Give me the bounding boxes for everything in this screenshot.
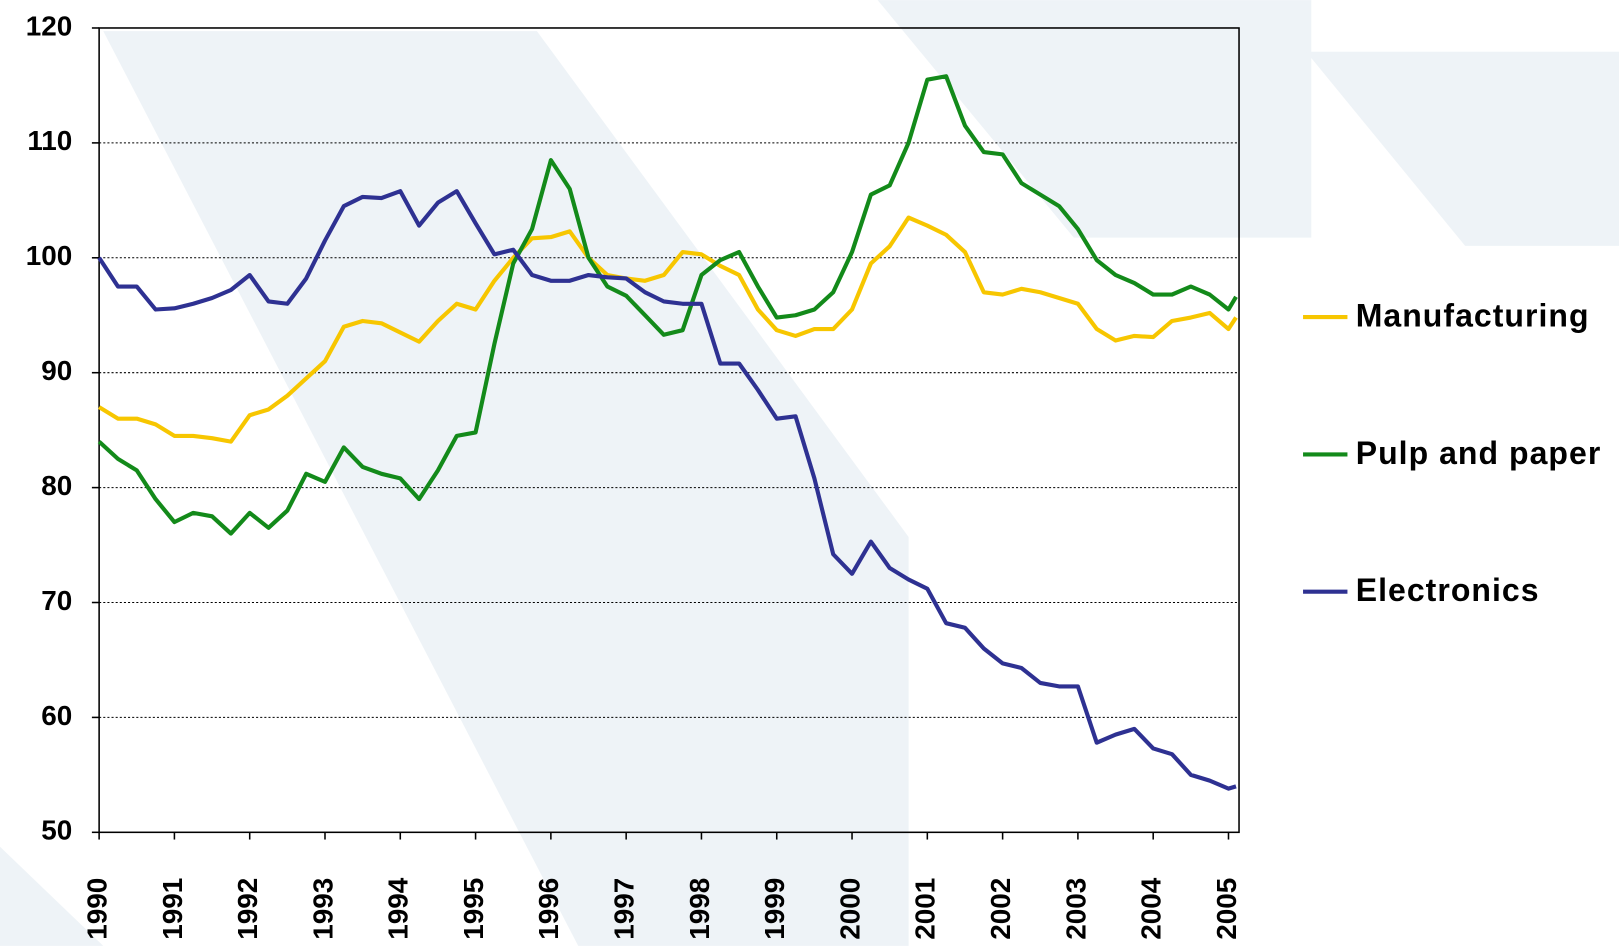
y-tick-label: 110	[27, 125, 72, 156]
x-tick-label: 1991	[157, 878, 188, 940]
y-tick-label: 60	[41, 700, 72, 731]
x-tick-label: 1994	[383, 877, 414, 939]
series-line	[98, 215, 1238, 444]
x-tick-label: 1990	[81, 878, 112, 940]
legend-label: Pulp and paper	[1356, 435, 1602, 471]
x-tick-label: 1995	[458, 878, 489, 940]
x-tick-label: 1996	[533, 878, 564, 940]
x-tick-label: 2004	[1136, 877, 1167, 939]
x-tick-label: 2001	[910, 878, 941, 940]
y-tick-label: 50	[41, 815, 72, 846]
y-tick-label: 120	[26, 10, 72, 41]
x-tick-label: 2000	[834, 878, 865, 940]
y-tick-label: 100	[26, 240, 72, 271]
x-tick-label: 2003	[1060, 878, 1091, 940]
y-tick-label: 90	[41, 355, 72, 386]
legend-label: Electronics	[1356, 572, 1540, 608]
y-tick-label: 70	[41, 585, 72, 616]
series-line	[97, 189, 1237, 791]
x-tick-label: 1998	[684, 878, 715, 940]
x-tick-label: 2002	[985, 878, 1016, 940]
y-tick-label: 80	[41, 470, 72, 501]
legend-label: Manufacturing	[1356, 298, 1590, 334]
x-tick-label: 1999	[759, 878, 790, 940]
x-tick-label: 1997	[609, 878, 640, 940]
x-tick-label: 1992	[232, 878, 263, 940]
plot-area	[98, 27, 1240, 834]
x-tick-label: 1993	[307, 878, 338, 940]
series-line	[97, 74, 1238, 536]
x-tick-label: 2005	[1211, 878, 1242, 940]
